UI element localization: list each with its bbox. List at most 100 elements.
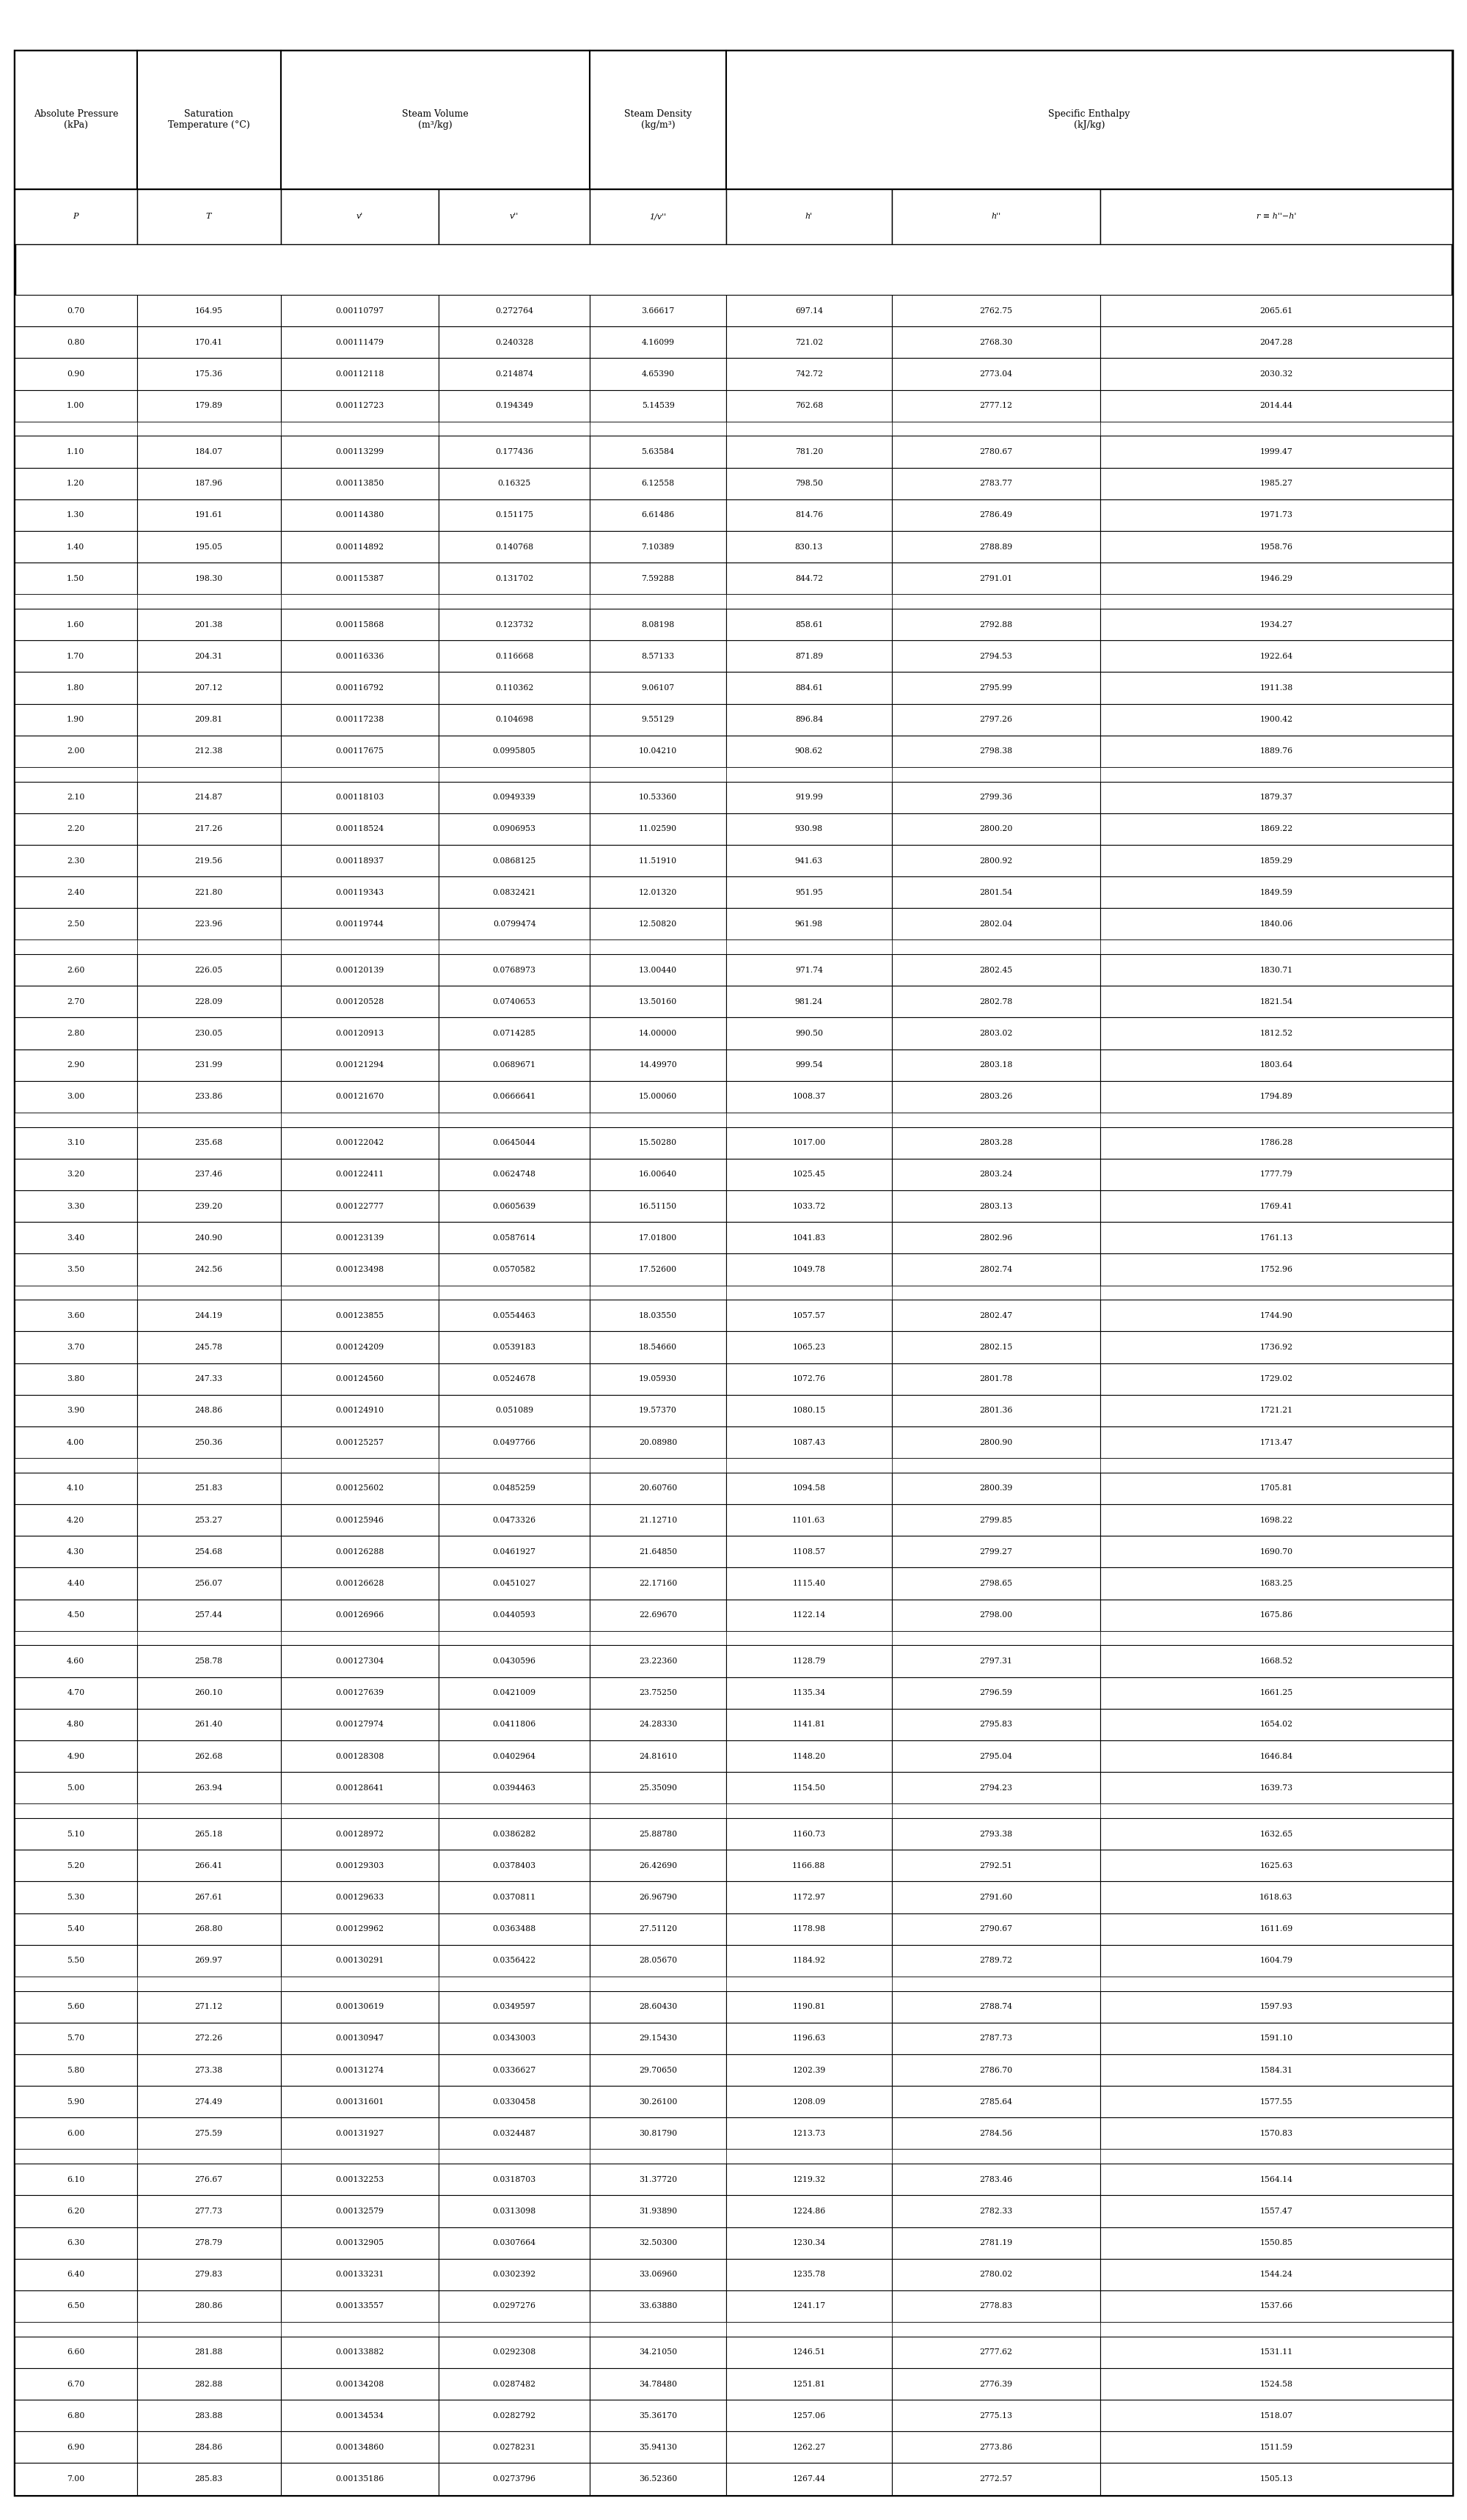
Text: 0.00123855: 0.00123855 [336, 1313, 384, 1320]
Text: 1812.52: 1812.52 [1260, 1031, 1292, 1038]
Bar [280, 1300, 439, 1331]
Bar [892, 1804, 1100, 1817]
Text: P: P [73, 214, 79, 219]
Bar [892, 1300, 1100, 1331]
Bar [1100, 1081, 1452, 1114]
Bar [136, 1741, 280, 1772]
Bar [726, 1504, 892, 1535]
Text: 1869.22: 1869.22 [1260, 827, 1292, 832]
Bar [280, 1945, 439, 1976]
Bar [590, 703, 726, 736]
Text: 24.81610: 24.81610 [638, 1751, 678, 1759]
Bar [892, 1567, 1100, 1600]
Bar [726, 844, 892, 877]
Bar [726, 50, 1452, 189]
Text: 2790.67: 2790.67 [980, 1925, 1012, 1933]
Text: 0.00129303: 0.00129303 [336, 1862, 384, 1870]
Bar [892, 1676, 1100, 1709]
Bar [892, 1222, 1100, 1255]
Text: 1.90: 1.90 [67, 716, 85, 723]
Text: 13.00440: 13.00440 [640, 968, 678, 973]
Bar [892, 2258, 1100, 2291]
Bar [136, 1945, 280, 1976]
Bar [136, 1472, 280, 1504]
Text: 0.00112723: 0.00112723 [336, 403, 384, 408]
Text: 179.89: 179.89 [195, 403, 223, 408]
Bar [439, 1630, 590, 1646]
Bar [280, 499, 439, 532]
Text: 0.0318703: 0.0318703 [493, 2175, 535, 2182]
Bar [590, 295, 726, 328]
Text: 35.36170: 35.36170 [640, 2412, 678, 2419]
Bar [136, 295, 280, 328]
Bar [15, 1363, 136, 1396]
Bar [1100, 1709, 1452, 1741]
Text: 1.40: 1.40 [67, 544, 85, 549]
Bar [726, 2087, 892, 2117]
Text: 0.0539183: 0.0539183 [493, 1343, 535, 1351]
Text: 8.08198: 8.08198 [641, 620, 675, 627]
Text: 2782.33: 2782.33 [980, 2208, 1012, 2215]
Bar [136, 391, 280, 421]
Text: 0.00129633: 0.00129633 [336, 1893, 384, 1900]
Bar [439, 1396, 590, 1426]
Bar [726, 2258, 892, 2291]
Text: 30.81790: 30.81790 [640, 2129, 678, 2137]
Text: 0.00118937: 0.00118937 [336, 857, 384, 864]
Bar [136, 1189, 280, 1222]
Text: 0.16325: 0.16325 [497, 479, 531, 486]
Text: 21.12710: 21.12710 [638, 1517, 678, 1525]
Bar [136, 2150, 280, 2165]
Text: 8.57133: 8.57133 [641, 653, 675, 660]
Bar [726, 1472, 892, 1504]
Text: 2783.46: 2783.46 [980, 2175, 1012, 2182]
Text: 35.94130: 35.94130 [640, 2444, 678, 2452]
Bar [726, 1363, 892, 1396]
Bar [136, 1804, 280, 1817]
Bar [1100, 2399, 1452, 2432]
Bar [726, 1426, 892, 1459]
Bar [590, 1189, 726, 1222]
Text: 1584.31: 1584.31 [1260, 2066, 1292, 2074]
Text: 3.60: 3.60 [67, 1313, 85, 1320]
Text: v': v' [356, 214, 364, 219]
Text: 244.19: 244.19 [195, 1313, 223, 1320]
Bar [280, 2024, 439, 2054]
Text: 2800.90: 2800.90 [980, 1439, 1012, 1446]
Bar [439, 2258, 590, 2291]
Bar [439, 766, 590, 781]
Bar [892, 1081, 1100, 1114]
Bar [15, 1850, 136, 1882]
Text: 201.38: 201.38 [195, 620, 223, 627]
Text: 25.88780: 25.88780 [640, 1830, 678, 1837]
Text: 1761.13: 1761.13 [1260, 1235, 1292, 1242]
Text: 0.00114380: 0.00114380 [336, 512, 384, 519]
Text: 2803.02: 2803.02 [980, 1031, 1012, 1038]
Text: 1646.84: 1646.84 [1260, 1751, 1292, 1759]
Bar [1100, 421, 1452, 436]
Text: 2801.54: 2801.54 [980, 890, 1012, 897]
Text: 941.63: 941.63 [795, 857, 823, 864]
Bar [726, 1048, 892, 1081]
Bar [726, 1567, 892, 1600]
Bar [280, 2087, 439, 2117]
Bar [590, 1535, 726, 1567]
Bar [15, 844, 136, 877]
Text: 1859.29: 1859.29 [1260, 857, 1292, 864]
Bar [280, 1504, 439, 1535]
Text: 1794.89: 1794.89 [1260, 1094, 1292, 1101]
Bar [892, 1741, 1100, 1772]
Bar [136, 1081, 280, 1114]
Text: 266.41: 266.41 [195, 1862, 223, 1870]
Bar [136, 436, 280, 469]
Bar [726, 1630, 892, 1646]
Text: 0.90: 0.90 [67, 370, 85, 378]
Text: 1208.09: 1208.09 [792, 2099, 826, 2104]
Bar [136, 703, 280, 736]
Text: 858.61: 858.61 [795, 620, 823, 627]
Bar [439, 940, 590, 955]
Bar [590, 595, 726, 610]
Text: 0.00118103: 0.00118103 [336, 794, 384, 801]
Bar [280, 469, 439, 499]
Bar [136, 2432, 280, 2462]
